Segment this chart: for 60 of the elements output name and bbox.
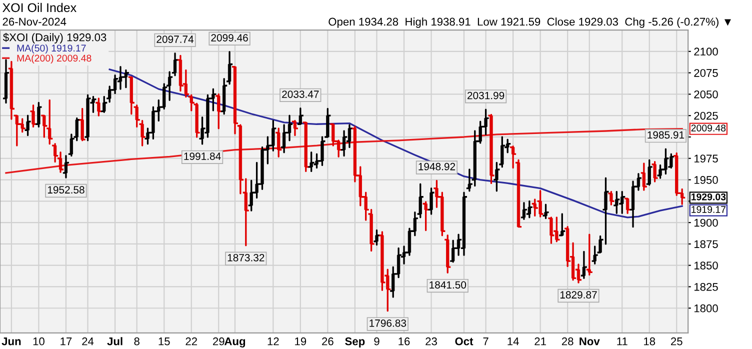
annotation: 1948.92 <box>418 162 456 170</box>
y-tick-label: 2100 <box>694 48 718 56</box>
y-tick-label: 1950 <box>694 176 718 184</box>
x-tick-label: 16 <box>398 337 410 346</box>
y-tick-label: 1825 <box>694 283 718 291</box>
x-tick-label: Sep <box>345 337 365 348</box>
x-tick-label: 15 <box>158 338 170 346</box>
x-tick-label: Nov <box>580 338 600 346</box>
x-tick-label: 25 <box>671 337 682 346</box>
annotation: 1991.84 <box>184 152 221 160</box>
x-tick-label: 14 <box>508 338 519 346</box>
annotation: 1796.83 <box>370 319 406 327</box>
x-tick-label: 24 <box>82 337 94 346</box>
y-tick-label: 1900 <box>694 218 718 227</box>
annotation: 2033.47 <box>282 90 319 98</box>
x-tick-label: 8 <box>134 337 140 346</box>
text: Open 1934.28 High 1938.91 Low 1921.59 Close 1929.03 Chg -5.26 (-0.27%) ▼ <box>328 18 731 28</box>
x-tick-label: 29 <box>213 337 224 346</box>
x-tick-label: Jun <box>2 338 21 346</box>
x-tick-label: 10 <box>33 337 44 346</box>
text: 1929.03 <box>691 193 726 200</box>
x-tick-label: 28 <box>562 337 574 346</box>
line-series <box>108 68 683 218</box>
x-tick-label: 21 <box>534 337 546 346</box>
legend-label: MA(50) 1919.17 <box>17 44 86 54</box>
y-tick-label: 2075 <box>694 69 718 77</box>
line-series <box>5 128 683 174</box>
annotation: 2099.46 <box>211 34 248 42</box>
x-tick-label: 7 <box>483 338 488 346</box>
x-tick-label: 12 <box>268 337 279 346</box>
y-tick-label: 2025 <box>694 112 718 120</box>
x-tick-label: Jul <box>107 337 122 346</box>
chart-title: XOI Oil Index <box>2 2 76 12</box>
chart-subtitle: 26-Nov-2024 <box>2 18 66 26</box>
y-tick-label: 2050 <box>694 90 718 98</box>
x-tick-label: Oct <box>455 337 474 346</box>
y-tick-label: 1800 <box>694 304 718 312</box>
text: 1919.17 <box>692 206 726 213</box>
x-tick-label: 9 <box>374 337 380 346</box>
annotation: 1841.50 <box>430 281 466 289</box>
x-tick-label: 18 <box>644 337 656 346</box>
y-tick-label: 1875 <box>694 240 718 248</box>
x-tick-label: 19 <box>295 337 306 346</box>
annotation: 1829.87 <box>560 291 597 299</box>
y-tick-label: 1975 <box>694 154 718 163</box>
y-tick-label: 1850 <box>694 262 718 270</box>
x-tick-label: 11 <box>617 338 628 346</box>
annotation: 1985.91 <box>648 131 684 139</box>
text: 2009.48 <box>691 124 726 132</box>
annotation: 1873.32 <box>228 254 264 262</box>
annotation: 1952.58 <box>48 186 84 194</box>
x-tick-label: 23 <box>426 337 437 346</box>
x-tick-label: 17 <box>60 338 72 346</box>
annotation: 2031.99 <box>468 92 504 100</box>
x-tick-label: 26 <box>322 337 334 346</box>
x-tick-label: 22 <box>186 337 197 346</box>
annotation: 2097.74 <box>156 36 194 43</box>
legend-title: $XOI (Daily) 1929.03 <box>3 32 106 44</box>
x-tick-label: Aug <box>224 337 246 348</box>
legend-label: MA(200) 2009.48 <box>17 54 92 64</box>
